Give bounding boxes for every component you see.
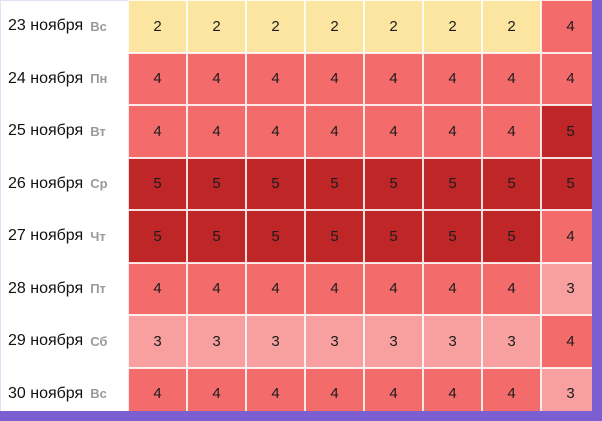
heatmap-cell: 4 <box>423 105 482 158</box>
heatmap-cell: 2 <box>128 0 187 53</box>
heatmap-cell: 4 <box>423 262 482 315</box>
heatmap-cell: 3 <box>305 315 364 368</box>
heatmap-cell: 2 <box>187 0 246 53</box>
date-row: 25 ноября Вт 4 4 4 4 4 4 4 5 <box>8 105 600 158</box>
heatmap-cell: 3 <box>364 315 423 368</box>
heatmap-cell: 3 <box>541 262 600 315</box>
window-edge-bottom <box>0 411 602 421</box>
date-text: 24 ноября <box>8 69 84 87</box>
heatmap-cell: 4 <box>305 262 364 315</box>
date-label: 26 ноября Ср <box>8 158 128 211</box>
weekday-text: Ср <box>90 176 108 192</box>
heatmap-cell: 4 <box>246 52 305 105</box>
date-row: 29 ноября Сб 3 3 3 3 3 3 3 4 <box>8 315 600 368</box>
date-text: 30 ноября <box>8 384 84 402</box>
weekday-text: Чт <box>90 228 106 244</box>
heatmap-cell: 3 <box>128 315 187 368</box>
weekday-text: Вс <box>90 18 107 34</box>
heatmap-cell: 4 <box>482 52 541 105</box>
heatmap-cell: 5 <box>364 210 423 263</box>
heatmap-cell: 5 <box>364 157 423 210</box>
heatmap-cell: 4 <box>364 52 423 105</box>
date-row: 24 ноября Пн 4 4 4 4 4 4 4 4 <box>8 52 600 106</box>
date-text: 25 ноября <box>8 122 84 140</box>
heatmap-cell: 2 <box>482 0 541 53</box>
heatmap-cell: 4 <box>187 52 246 105</box>
heatmap-cell: 5 <box>246 210 305 263</box>
date-row: 26 ноября Ср 5 5 5 5 5 5 5 5 <box>8 157 600 211</box>
date-row: 27 ноября Чт 5 5 5 5 5 5 5 4 <box>8 210 600 263</box>
date-text: 29 ноября <box>8 332 84 350</box>
heatmap-cell: 5 <box>187 157 246 210</box>
weekday-text: Пт <box>90 281 106 297</box>
heatmap-cell: 5 <box>305 157 364 210</box>
heatmap-cell: 4 <box>541 315 600 368</box>
date-row: 23 ноября Вс 2 2 2 2 2 2 2 4 <box>8 0 600 53</box>
weekday-text: Вс <box>90 386 107 402</box>
heatmap-cell: 4 <box>364 262 423 315</box>
heatmap-cell: 5 <box>423 210 482 263</box>
heatmap-cell: 4 <box>128 105 187 158</box>
heatmap-cell: 2 <box>305 0 364 53</box>
heatmap-cell: 4 <box>128 52 187 105</box>
heatmap-cell: 5 <box>482 210 541 263</box>
heatmap-cell: 5 <box>482 157 541 210</box>
heatmap-cell: 4 <box>482 262 541 315</box>
weekday-text: Пн <box>90 71 108 87</box>
heatmap-cell: 2 <box>246 0 305 53</box>
heatmap-cell: 5 <box>305 210 364 263</box>
date-label: 23 ноября Вс <box>8 0 128 53</box>
heatmap-cell: 3 <box>187 315 246 368</box>
heatmap-cell: 3 <box>246 315 305 368</box>
heatmap-cell: 5 <box>246 157 305 210</box>
weekday-text: Вт <box>90 123 106 139</box>
date-text: 26 ноября <box>8 174 84 192</box>
weekday-text: Сб <box>90 333 108 349</box>
date-text: 27 ноября <box>8 227 84 245</box>
heatmap-cell: 4 <box>541 210 600 263</box>
heatmap-cell: 4 <box>305 52 364 105</box>
date-label: 29 ноября Сб <box>8 315 128 368</box>
date-row: 28 ноября Пт 4 4 4 4 4 4 4 3 <box>8 262 600 316</box>
heatmap-cell: 5 <box>423 157 482 210</box>
heatmap-cell: 4 <box>128 262 187 315</box>
heatmap-cell: 4 <box>246 262 305 315</box>
heatmap-cell: 4 <box>423 52 482 105</box>
heatmap-cell: 4 <box>187 105 246 158</box>
heatmap-cell: 3 <box>482 315 541 368</box>
heatmap-grid: 23 ноября Вс 2 2 2 2 2 2 2 4 24 ноября Пн 4 4 4 4 4 4 4 4 25… <box>8 0 600 420</box>
heatmap-cell: 5 <box>187 210 246 263</box>
heatmap-cell: 4 <box>541 52 600 105</box>
heatmap-cell: 4 <box>541 0 600 53</box>
heatmap-cell: 4 <box>364 105 423 158</box>
date-text: 28 ноября <box>8 279 84 297</box>
heatmap-cell: 5 <box>128 210 187 263</box>
date-label: 30 ноября Вс <box>8 368 128 421</box>
heatmap-cell: 3 <box>423 315 482 368</box>
heatmap-cell: 5 <box>128 157 187 210</box>
heatmap-cell: 4 <box>482 105 541 158</box>
heatmap-cell: 2 <box>423 0 482 53</box>
date-label: 24 ноября Пн <box>8 53 128 106</box>
date-label: 25 ноября Вт <box>8 105 128 158</box>
heatmap-cell: 4 <box>187 262 246 315</box>
heatmap-cell: 4 <box>305 105 364 158</box>
heatmap-cell: 2 <box>364 0 423 53</box>
window-edge-right <box>592 0 602 421</box>
date-label: 27 ноября Чт <box>8 210 128 263</box>
heatmap-cell: 4 <box>246 105 305 158</box>
date-label: 28 ноября Пт <box>8 263 128 316</box>
date-text: 23 ноября <box>8 17 84 35</box>
